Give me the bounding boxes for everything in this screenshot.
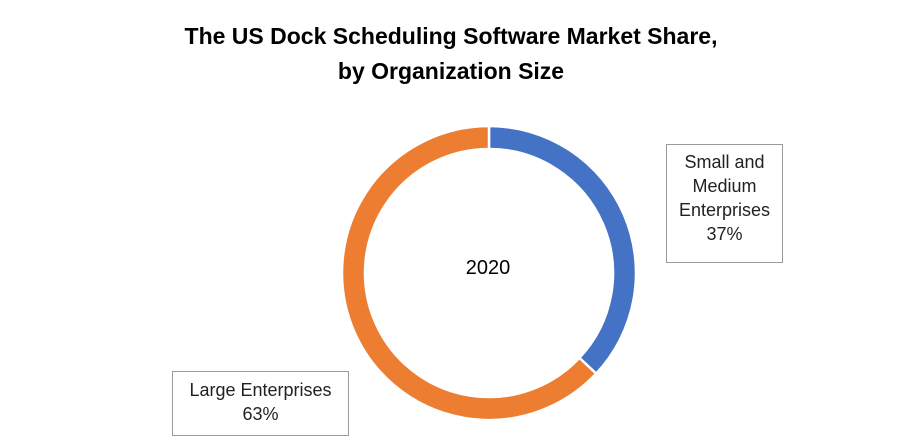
donut-slice-1 [340, 124, 598, 422]
chart-title-line-2: by Organization Size [337, 58, 565, 84]
data-label-large-enterprises: Large Enterprises 63% [172, 371, 349, 436]
data-label-small-medium-enterprises: Small and Medium Enterprises 37% [666, 144, 783, 263]
data-label-text: Large Enterprises [189, 380, 332, 400]
donut-center-label: 2020 [465, 257, 511, 279]
data-label-value: 37% [706, 224, 743, 244]
data-label-text: Medium [692, 176, 757, 196]
chart-title-line-1: The US Dock Scheduling Software Market S… [184, 23, 718, 49]
donut-slice-0 [487, 124, 638, 376]
data-label-text: Enterprises [678, 200, 771, 220]
data-label-text: Small and [684, 152, 765, 172]
data-label-value: 63% [242, 404, 279, 424]
